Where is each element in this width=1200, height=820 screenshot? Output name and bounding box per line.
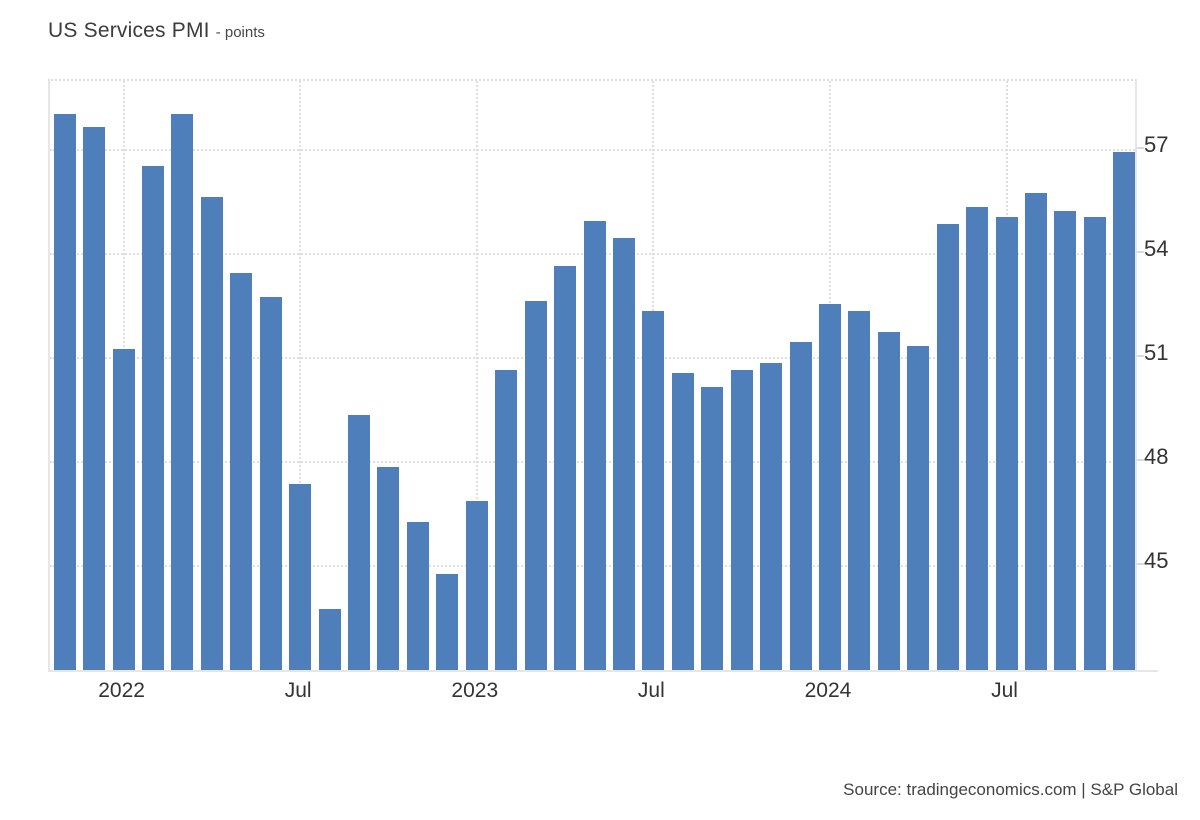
bar[interactable] (936, 224, 959, 671)
bar[interactable] (760, 362, 783, 671)
bar[interactable] (554, 265, 577, 671)
bar[interactable] (642, 310, 665, 671)
y-axis-label: 45 (1144, 547, 1169, 573)
y-tick-mark (1137, 562, 1144, 565)
bar[interactable] (112, 349, 135, 671)
bar[interactable] (348, 414, 371, 671)
bar[interactable] (259, 297, 282, 671)
bar[interactable] (612, 238, 635, 671)
bar[interactable] (701, 387, 724, 671)
x-axis-label: 2022 (98, 679, 145, 702)
bar[interactable] (1024, 193, 1047, 671)
source-attribution: Source: tradingeconomics.com | S&P Globa… (843, 780, 1178, 799)
bar[interactable] (789, 342, 812, 671)
y-tick-mark (1137, 354, 1144, 357)
x-axis-line (48, 670, 1158, 672)
bar[interactable] (495, 369, 518, 671)
bar[interactable] (524, 300, 547, 671)
bar[interactable] (465, 501, 488, 671)
y-axis-label: 54 (1144, 236, 1169, 262)
bar[interactable] (1113, 151, 1136, 671)
bar[interactable] (1083, 217, 1106, 671)
x-gridline (299, 81, 302, 671)
bar[interactable] (318, 608, 341, 671)
bar[interactable] (995, 217, 1018, 671)
bar[interactable] (436, 574, 459, 671)
plot-area[interactable] (48, 79, 1137, 671)
bar[interactable] (171, 113, 194, 671)
bar[interactable] (583, 220, 606, 671)
chart-title: US Services PMI - points (48, 19, 265, 43)
bar[interactable] (83, 127, 106, 671)
bar[interactable] (877, 331, 900, 671)
y-axis-label: 48 (1144, 443, 1169, 469)
y-tick-mark (1137, 251, 1144, 254)
x-axis-label: 2023 (451, 679, 499, 702)
bar[interactable] (1054, 210, 1077, 671)
bar[interactable] (671, 373, 694, 671)
x-axis-label: Jul (284, 679, 312, 702)
y-tick-mark (1137, 458, 1144, 461)
x-axis-label: 2024 (804, 679, 852, 702)
y-axis-label: 57 (1144, 132, 1169, 158)
y-tick-mark (1137, 147, 1144, 150)
bar[interactable] (907, 345, 930, 671)
bar[interactable] (406, 522, 429, 671)
x-gridline (475, 81, 478, 671)
bar[interactable] (200, 196, 223, 671)
bar[interactable] (230, 272, 253, 671)
bar[interactable] (818, 304, 841, 671)
bar[interactable] (966, 207, 989, 671)
bar[interactable] (53, 113, 76, 671)
y-gridline (50, 149, 1135, 152)
bar[interactable] (377, 466, 400, 671)
bar[interactable] (730, 369, 753, 671)
x-axis-label: Jul (637, 679, 665, 702)
bar[interactable] (289, 484, 312, 671)
x-axis-label: Jul (991, 679, 1018, 702)
chart-title-unit: - points (215, 24, 265, 41)
bar[interactable] (848, 310, 871, 671)
bar[interactable] (142, 165, 164, 671)
chart-title-text: US Services PMI (48, 19, 210, 42)
y-axis-label: 51 (1144, 339, 1169, 365)
